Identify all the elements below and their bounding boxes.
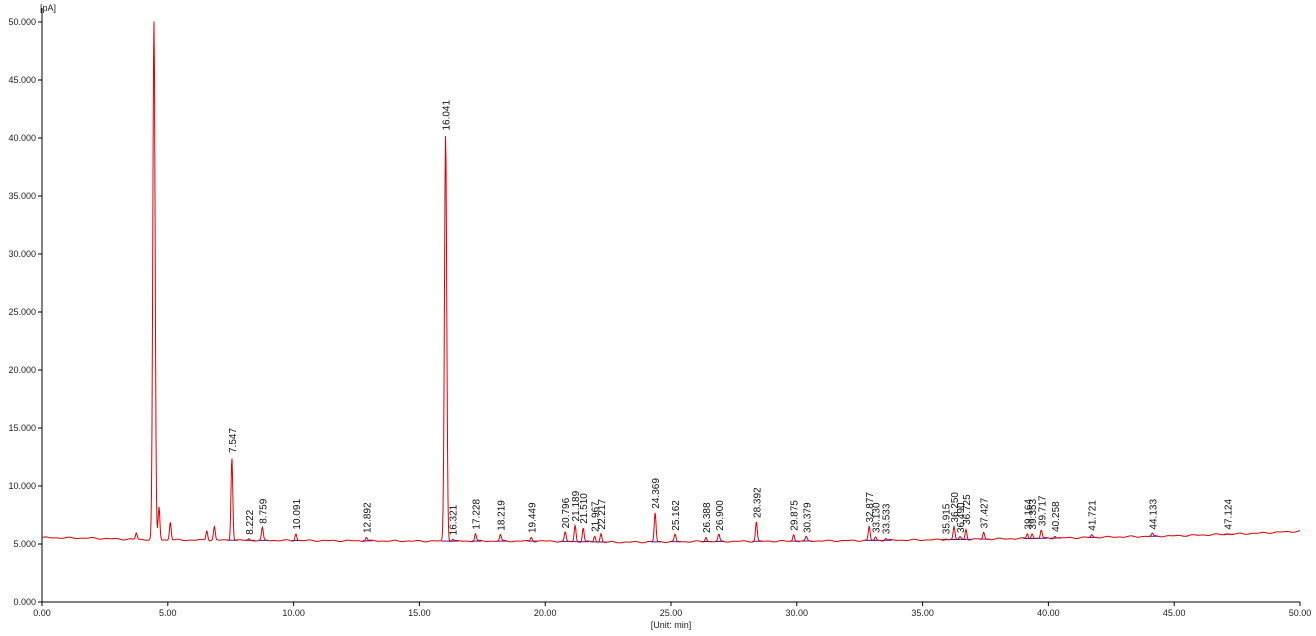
peak-label: 39.353 xyxy=(1028,499,1039,530)
x-tick-label: 50.00 xyxy=(1289,608,1312,618)
peak-label: 22.217 xyxy=(597,499,608,530)
peak-label: 7.547 xyxy=(228,428,239,453)
peak-label: 30.379 xyxy=(802,502,813,533)
peak-label: 39.717 xyxy=(1037,495,1048,526)
peak-label: 16.041 xyxy=(442,99,453,130)
tick-labels: 0.0005.00010.00015.00020.00025.00030.000… xyxy=(8,17,1311,618)
peak-label: 17.228 xyxy=(471,499,482,530)
peak-label: 12.892 xyxy=(362,502,373,533)
peak-label: 19.449 xyxy=(527,502,538,533)
y-tick-label: 25.000 xyxy=(8,307,36,317)
peak-label: 29.875 xyxy=(790,500,801,531)
x-tick-label: 30.00 xyxy=(786,608,809,618)
peak-label: 21.510 xyxy=(579,493,590,524)
y-tick-label: 40.000 xyxy=(8,133,36,143)
peak-label: 41.721 xyxy=(1088,500,1099,531)
peak-label: 16.321 xyxy=(449,504,460,535)
peak-label: 39.164 xyxy=(1023,499,1034,530)
peak-label: 18.219 xyxy=(496,500,507,531)
peak-label: 25.162 xyxy=(671,500,682,531)
y-tick-label: 15.000 xyxy=(8,423,36,433)
y-axis-title: [pA] xyxy=(40,3,56,13)
x-tick-label: 10.00 xyxy=(282,608,305,618)
peak-label: 36.725 xyxy=(962,494,973,525)
peak-label: 10.091 xyxy=(292,499,303,530)
y-tick-label: 50.000 xyxy=(8,17,36,27)
y-tick-label: 0.000 xyxy=(13,597,36,607)
peak-label: 40.258 xyxy=(1051,501,1062,532)
x-axis-title: [Unit: min] xyxy=(651,620,692,630)
y-tick-label: 45.000 xyxy=(8,75,36,85)
peak-label: 8.222 xyxy=(245,509,256,534)
peak-label: 32.877 xyxy=(865,492,876,523)
x-tick-label: 35.00 xyxy=(911,608,934,618)
x-tick-label: 5.00 xyxy=(159,608,177,618)
peak-label: 8.759 xyxy=(258,498,269,523)
chromatogram-trace xyxy=(41,21,1301,544)
x-tick-label: 45.00 xyxy=(1163,608,1186,618)
peak-label: 21.967 xyxy=(591,501,602,532)
peak-label: 21.189 xyxy=(571,490,582,521)
peak-label: 26.900 xyxy=(715,500,726,531)
peak-label: 26.388 xyxy=(702,502,713,533)
peak-label: 28.392 xyxy=(752,487,763,518)
peak-label: 36.490 xyxy=(956,502,967,533)
peak-label: 33.533 xyxy=(882,503,893,534)
y-tick-label: 30.000 xyxy=(8,249,36,259)
x-tick-label: 40.00 xyxy=(1037,608,1060,618)
peak-labels: 7.547 8.222 8.759 10.091 12.892 16.041 16.321 1… xyxy=(228,99,1235,535)
peak-label: 37.427 xyxy=(980,497,991,528)
peak-label: 44.133 xyxy=(1148,499,1159,530)
x-tick-label: 20.00 xyxy=(534,608,557,618)
x-tick-label: 25.00 xyxy=(660,608,683,618)
y-tick-label: 20.000 xyxy=(8,365,36,375)
peak-label: 47.124 xyxy=(1224,499,1235,530)
x-tick-label: 0.00 xyxy=(33,608,51,618)
peak-label: 35.915 xyxy=(942,503,953,534)
x-tick-label: 15.00 xyxy=(408,608,431,618)
y-tick-label: 10.000 xyxy=(8,481,36,491)
peak-label: 24.369 xyxy=(651,478,662,509)
peak-label: 36.250 xyxy=(950,492,961,523)
peak-label: 33.130 xyxy=(872,502,883,533)
peak-label: 20.796 xyxy=(561,497,572,528)
y-tick-label: 35.000 xyxy=(8,191,36,201)
y-tick-label: 5.000 xyxy=(13,539,36,549)
